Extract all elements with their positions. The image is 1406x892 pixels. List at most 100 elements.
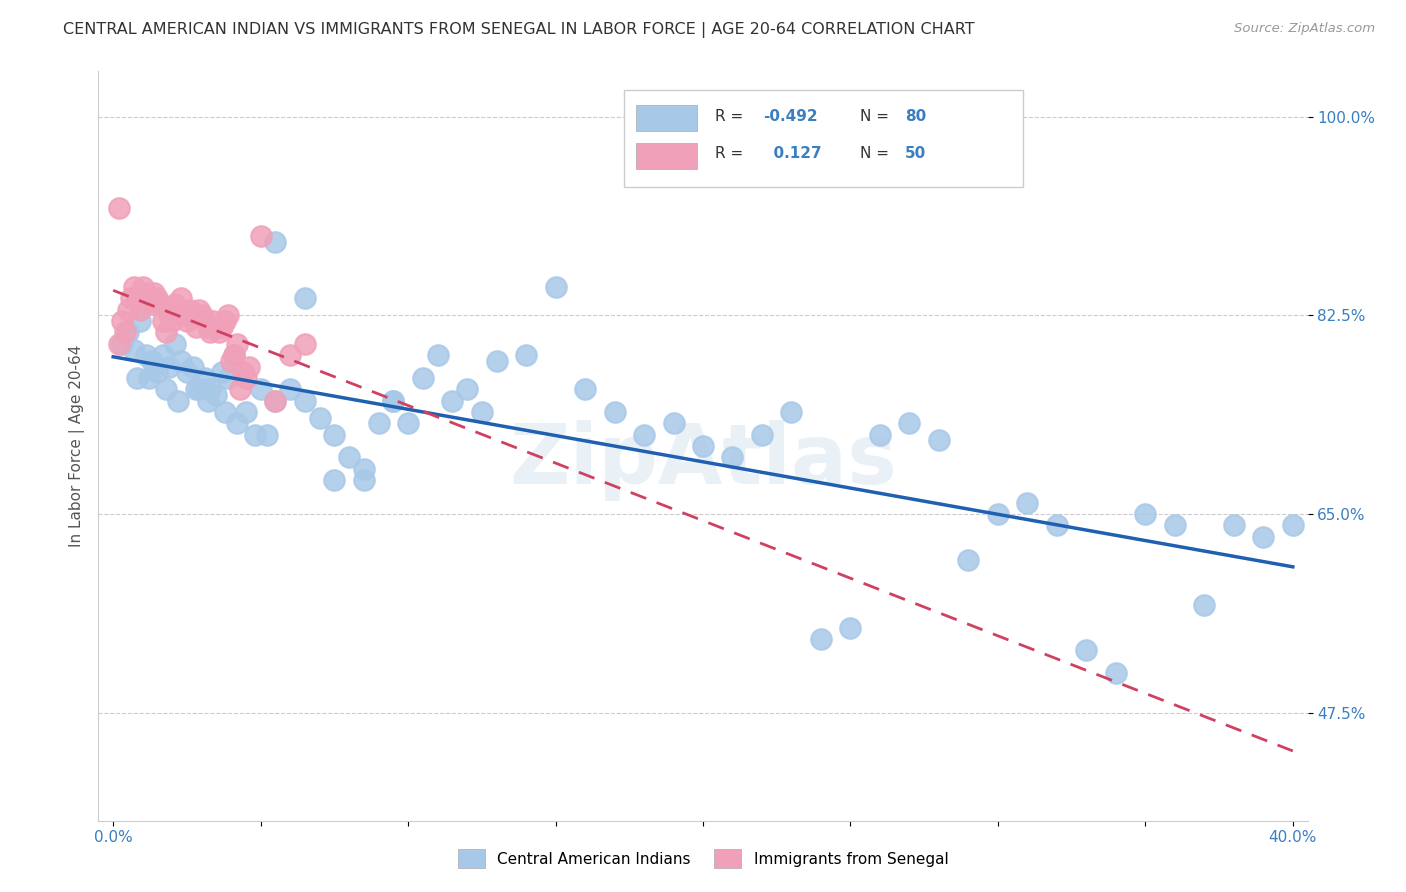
Point (187, 302, 209, 317)
Point (122, 280, 145, 294)
Text: CENTRAL AMERICAN INDIAN VS IMMIGRANTS FROM SENEGAL IN LABOR FORCE | AGE 20-64 CO: CENTRAL AMERICAN INDIAN VS IMMIGRANTS FR… (63, 22, 974, 38)
Point (323, 473, 346, 487)
Point (194, 371, 217, 385)
Point (544, 280, 567, 294)
Point (170, 354, 193, 368)
Point (181, 359, 204, 374)
Point (294, 292, 316, 306)
Point (155, 326, 177, 340)
Point (396, 417, 419, 431)
Text: ZipAtlas: ZipAtlas (509, 420, 897, 501)
Legend: Central American Indians, Immigrants from Senegal: Central American Indians, Immigrants fro… (450, 841, 956, 875)
Point (662, 417, 685, 431)
Point (160, 314, 183, 328)
Point (751, 427, 773, 442)
Point (187, 382, 209, 396)
Text: N =: N = (860, 109, 894, 124)
Point (1105, 666, 1128, 681)
Point (117, 326, 139, 340)
Point (179, 302, 201, 317)
Point (323, 427, 346, 442)
Point (146, 365, 169, 379)
Point (264, 393, 287, 408)
Point (898, 417, 921, 431)
Point (278, 348, 301, 362)
Point (278, 382, 301, 396)
Point (1017, 496, 1039, 510)
Point (222, 348, 245, 362)
Point (173, 309, 195, 323)
Point (1046, 518, 1069, 533)
Point (235, 405, 257, 419)
Point (869, 427, 891, 442)
Point (176, 314, 198, 328)
Point (170, 292, 193, 306)
Point (217, 309, 239, 323)
Point (202, 314, 225, 328)
Point (197, 393, 219, 408)
Point (167, 302, 190, 317)
Point (1194, 598, 1216, 612)
Point (1135, 507, 1157, 521)
Point (249, 229, 271, 244)
Point (1282, 518, 1305, 533)
Point (157, 359, 180, 374)
Point (226, 417, 249, 431)
Point (211, 319, 233, 334)
Point (441, 393, 464, 408)
Point (264, 235, 287, 249)
Point (485, 354, 508, 368)
Point (243, 427, 266, 442)
Point (157, 309, 180, 323)
FancyBboxPatch shape (624, 90, 1024, 187)
Point (471, 405, 494, 419)
Point (167, 393, 190, 408)
Text: Source: ZipAtlas.com: Source: ZipAtlas.com (1234, 22, 1375, 36)
Point (211, 365, 233, 379)
Point (353, 461, 375, 475)
Point (197, 319, 219, 334)
Point (633, 427, 655, 442)
Point (117, 302, 139, 317)
Point (928, 434, 950, 448)
Point (238, 359, 260, 374)
Point (200, 382, 222, 396)
Point (181, 309, 204, 323)
Point (208, 326, 231, 340)
Point (382, 393, 405, 408)
Text: -0.492: -0.492 (763, 109, 818, 124)
Point (603, 405, 626, 419)
Point (232, 365, 254, 379)
Point (337, 450, 360, 465)
Point (128, 314, 150, 328)
Point (205, 388, 228, 402)
Point (412, 371, 434, 385)
Point (456, 382, 478, 396)
Point (165, 336, 187, 351)
Point (152, 348, 174, 362)
Point (367, 417, 389, 431)
Point (184, 319, 207, 334)
Point (152, 314, 174, 328)
Point (692, 439, 714, 453)
Text: R =: R = (716, 146, 748, 161)
Point (138, 371, 160, 385)
Text: R =: R = (716, 109, 748, 124)
Point (125, 292, 148, 306)
Point (308, 410, 330, 425)
Point (214, 405, 236, 419)
Point (214, 314, 236, 328)
Point (515, 348, 537, 362)
Point (219, 354, 242, 368)
Point (114, 326, 136, 340)
Point (1253, 530, 1275, 544)
Point (264, 393, 287, 408)
Point (256, 427, 278, 442)
Point (229, 382, 252, 396)
Point (839, 621, 862, 635)
Text: 80: 80 (905, 109, 927, 124)
Point (574, 382, 596, 396)
Point (143, 285, 166, 300)
Point (190, 309, 212, 323)
Bar (637, 105, 697, 131)
